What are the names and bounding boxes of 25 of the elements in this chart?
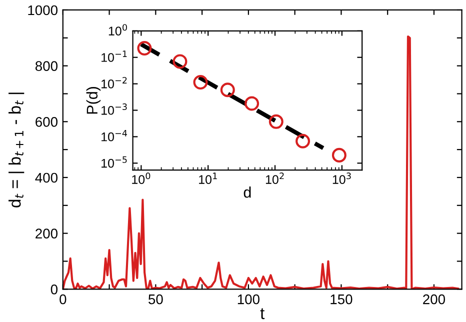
x-tick-label: 200 <box>423 294 446 304</box>
x-axis-title: d <box>244 186 251 198</box>
x-tick-label: 50 <box>148 294 163 304</box>
x-tick-label: 10$^{3}$ <box>332 172 351 184</box>
y-tick-label: 10$^{−3}$ <box>102 103 127 115</box>
y-axis-title: P(d) <box>86 86 101 114</box>
x-tick-label: 10$^{2}$ <box>266 172 284 184</box>
y-tick-label: 10$^{−4}$ <box>102 130 128 142</box>
y-tick-label: 10$^{−2}$ <box>102 76 127 88</box>
y-tick-label: 200 <box>36 228 58 238</box>
y-tick-label: 400 <box>35 172 58 183</box>
y-tick-label: 0 <box>50 284 58 294</box>
x-tick-label: 0 <box>60 294 66 304</box>
y-tick-label: 10$^{−5}$ <box>102 156 127 168</box>
y-tick-label: 600 <box>36 116 58 127</box>
x-tick-label: 10$^{0}$ <box>132 172 150 184</box>
x-tick-label: 100 <box>238 294 260 304</box>
y-tick-label: 10$^{0}$ <box>108 24 127 36</box>
x-tick-label: 10$^{1}$ <box>199 172 217 184</box>
y-tick-label: 1000 <box>28 5 58 16</box>
x-axis-title: t <box>260 308 265 320</box>
y-tick-label: 10$^{−1}$ <box>102 50 127 62</box>
y-tick-label: 800 <box>35 61 58 71</box>
y-axis-title: d$_{t}$ = | b$_{t+1}$ - b$_{t}$ | <box>8 92 24 208</box>
x-tick-label: 150 <box>330 294 352 304</box>
